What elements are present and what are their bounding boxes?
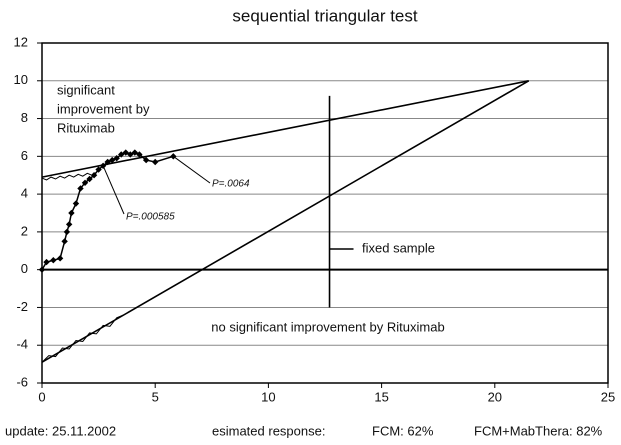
point xyxy=(72,200,80,207)
region-label: significant xyxy=(57,82,115,97)
footer-fcm-mab: FCM+MabThera: 82% xyxy=(474,423,603,438)
footer-fcm: FCM: 62% xyxy=(372,423,434,438)
y-tick-label: 6 xyxy=(21,148,28,163)
pointer xyxy=(173,155,211,184)
point xyxy=(43,258,50,266)
point xyxy=(77,185,84,192)
y-tick-label: 2 xyxy=(21,223,28,238)
x-tick-label: 15 xyxy=(374,389,388,404)
region-label: improvement by xyxy=(57,101,150,116)
point xyxy=(63,228,71,236)
pointer xyxy=(102,165,125,215)
point xyxy=(95,166,102,173)
series-line xyxy=(41,171,97,181)
point xyxy=(108,156,116,164)
x-tick-label: 25 xyxy=(601,389,615,404)
point xyxy=(152,158,159,166)
boundary-line xyxy=(41,79,529,178)
footer-update: update: 25.11.2002 xyxy=(5,423,116,438)
x-tick-label: 20 xyxy=(488,389,502,404)
y-tick-label: -2 xyxy=(16,299,28,314)
p-label: P=.000585 xyxy=(126,212,175,223)
point xyxy=(90,172,98,179)
point xyxy=(131,149,139,156)
point xyxy=(113,155,120,162)
footer-response: esimated response: xyxy=(212,423,325,438)
x-tick-label: 0 xyxy=(38,389,45,404)
y-tick-label: 10 xyxy=(14,72,28,87)
y-tick-label: 0 xyxy=(21,261,28,276)
p-label: P=.0064 xyxy=(212,179,250,190)
plot-frame xyxy=(41,42,609,384)
series-line xyxy=(41,314,124,363)
point xyxy=(118,151,125,158)
point xyxy=(104,158,111,166)
x-tick-label: 10 xyxy=(261,389,275,404)
y-tick-label: 12 xyxy=(14,34,28,49)
point xyxy=(56,255,64,262)
point xyxy=(38,266,46,273)
point xyxy=(127,151,134,158)
chart-title: sequential triangular test xyxy=(232,6,418,25)
point xyxy=(81,179,89,186)
point xyxy=(142,156,150,164)
region-label: Rituximab xyxy=(57,120,115,135)
point xyxy=(122,149,129,156)
y-tick-label: 4 xyxy=(21,186,28,201)
point xyxy=(61,238,68,245)
region-label: no significant improvement by Rituximab xyxy=(211,319,444,334)
point xyxy=(50,257,57,264)
y-tick-label: 8 xyxy=(21,110,28,125)
fixed-sample-label: fixed sample xyxy=(362,240,435,255)
point xyxy=(86,175,93,183)
point xyxy=(65,221,73,228)
x-tick-label: 5 xyxy=(152,389,159,404)
point xyxy=(136,151,143,158)
point xyxy=(68,209,75,217)
y-tick-label: -6 xyxy=(16,374,28,389)
y-tick-label: -4 xyxy=(16,337,28,352)
